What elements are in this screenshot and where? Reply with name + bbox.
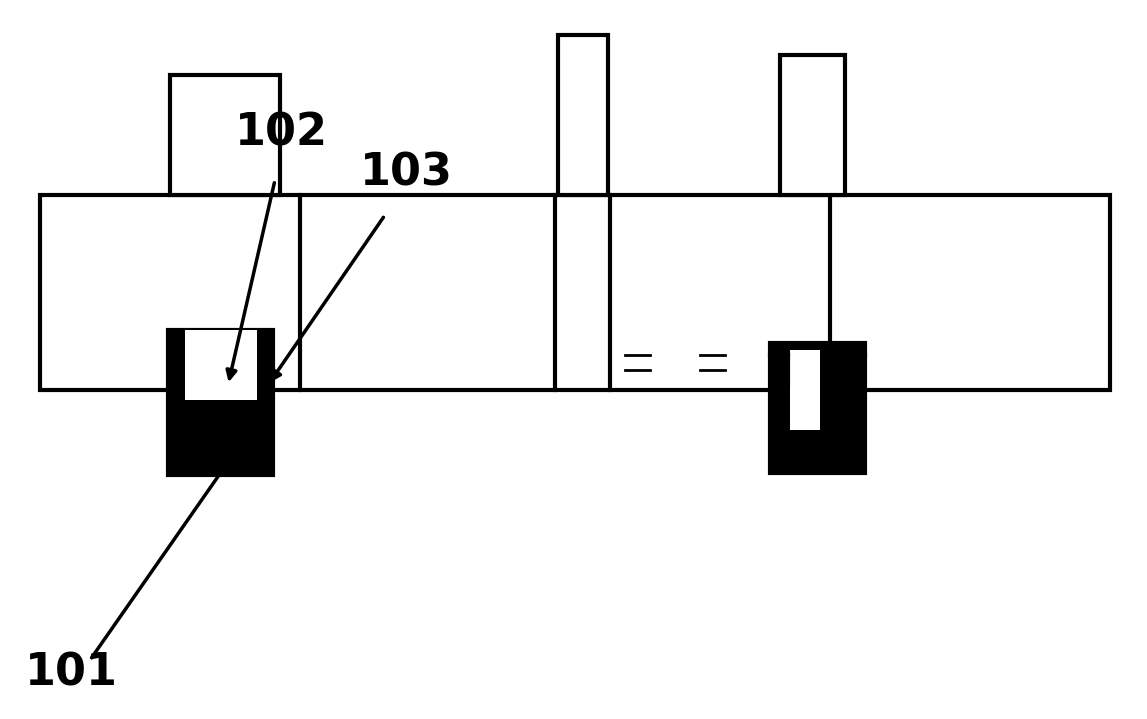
Bar [557, 35, 608, 195]
Bar [185, 330, 257, 400]
Bar [770, 343, 865, 473]
Bar [780, 55, 845, 195]
Text: 102: 102 [235, 112, 328, 155]
Text: 101: 101 [25, 652, 118, 695]
Bar [790, 350, 820, 430]
Bar [167, 330, 273, 475]
Text: 103: 103 [360, 152, 453, 195]
Bar [170, 75, 280, 195]
Bar [40, 195, 1110, 390]
